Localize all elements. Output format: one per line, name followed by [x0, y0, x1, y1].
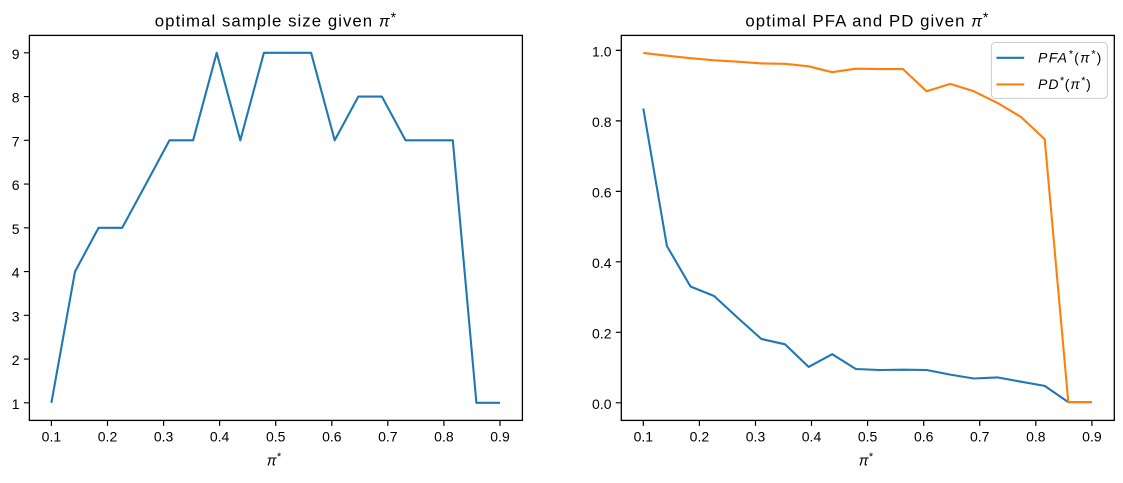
svg-text:0.6: 0.6: [914, 429, 934, 445]
svg-text:0.2: 0.2: [690, 429, 710, 445]
svg-text:0.2: 0.2: [98, 429, 118, 445]
svg-text:0.4: 0.4: [592, 255, 612, 271]
svg-text:0.8: 0.8: [1026, 429, 1046, 445]
svg-text:0.8: 0.8: [592, 114, 612, 130]
svg-text:0.9: 0.9: [1082, 429, 1102, 445]
svg-text:9: 9: [12, 46, 20, 62]
svg-text:0.4: 0.4: [802, 429, 822, 445]
svg-text:0.1: 0.1: [42, 429, 62, 445]
svg-text:7: 7: [12, 133, 20, 149]
svg-text:optimal sample size given π*: optimal sample size given π*: [155, 10, 397, 31]
svg-text:0.6: 0.6: [592, 184, 612, 200]
svg-text:1.0: 1.0: [592, 43, 612, 59]
svg-text:0.4: 0.4: [210, 429, 230, 445]
svg-text:1: 1: [12, 396, 20, 412]
svg-text:0.3: 0.3: [746, 429, 766, 445]
svg-text:6: 6: [12, 177, 20, 193]
svg-text:3: 3: [12, 308, 20, 324]
svg-text:optimal PFA and PD given π*: optimal PFA and PD given π*: [745, 10, 989, 31]
svg-text:0.6: 0.6: [322, 429, 342, 445]
svg-text:0.5: 0.5: [858, 429, 878, 445]
svg-text:2: 2: [12, 352, 20, 368]
svg-text:5: 5: [12, 221, 20, 237]
svg-text:0.9: 0.9: [490, 429, 510, 445]
svg-text:PD*(π*): PD*(π*): [1038, 75, 1092, 92]
svg-text:PFA*(π*): PFA*(π*): [1038, 49, 1103, 66]
svg-text:0.1: 0.1: [634, 429, 654, 445]
svg-text:0.7: 0.7: [378, 429, 398, 445]
svg-text:0.2: 0.2: [592, 325, 612, 341]
svg-text:0.8: 0.8: [434, 429, 454, 445]
svg-text:0.3: 0.3: [154, 429, 174, 445]
svg-text:4: 4: [12, 265, 20, 281]
svg-text:8: 8: [12, 90, 20, 106]
svg-text:0.5: 0.5: [266, 429, 286, 445]
svg-text:0.0: 0.0: [592, 396, 612, 412]
svg-text:0.7: 0.7: [970, 429, 990, 445]
